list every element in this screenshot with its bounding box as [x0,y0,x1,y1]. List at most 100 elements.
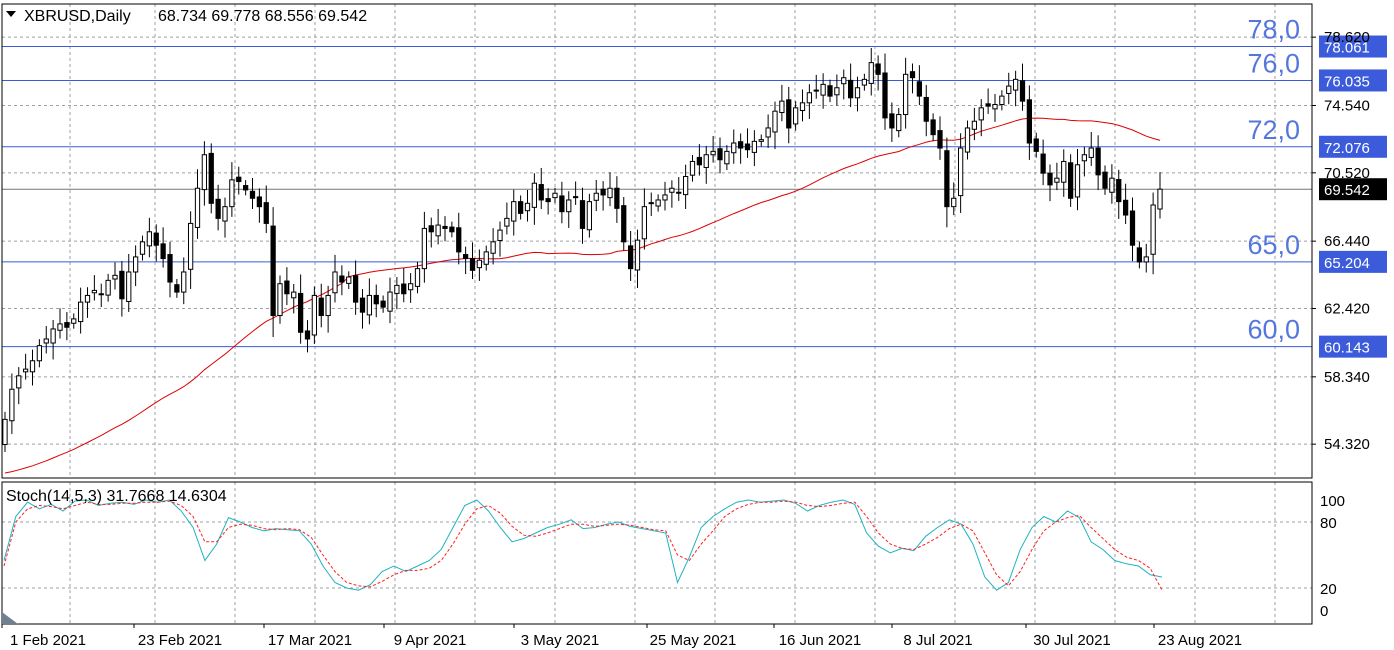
candle-body [765,127,771,138]
candle-body [181,271,187,293]
current-price-text: 69.542 [1324,182,1370,199]
level-price-text: 72.076 [1324,140,1370,157]
candle-body [545,198,551,203]
candle-body [621,205,627,243]
candle-body [971,120,978,130]
candle-body [22,368,29,373]
candle-body [428,225,434,233]
stoch-tick-label: 80 [1320,515,1337,532]
x-axis-label: 9 Apr 2021 [394,632,467,649]
candle-body [325,294,331,317]
candle-body [909,71,916,79]
candle-body [1109,177,1115,193]
x-axis-label: 25 May 2021 [650,632,737,649]
candle-body [311,294,318,336]
candle-body [1054,177,1060,183]
candle-body [43,338,49,344]
candle-body [476,259,483,269]
stoch-tick-label: 0 [1320,603,1328,620]
candle-body [1033,138,1039,152]
candle-body [1081,154,1088,162]
price-tick-label: 54.320 [1324,436,1370,453]
level-price-text: 78.061 [1324,40,1370,57]
level-price-tag [1319,135,1387,158]
candle-body [999,95,1005,105]
candle-body [208,152,214,204]
candle-body [497,229,503,241]
candle-body [352,275,359,303]
candle-body [1019,80,1026,102]
candle-body [112,274,118,280]
candle-body [847,79,854,99]
candle-body [304,330,311,340]
stoch-signal-line [3,500,1163,591]
candle-body [586,201,593,231]
level-price-tag [1319,335,1387,358]
candle-body [160,243,166,260]
level-label: 60,0 [1247,315,1300,345]
candle-body [579,200,586,229]
x-axis-label: 17 Mar 2021 [268,632,352,649]
candle-body [827,85,833,97]
x-axis-label: 23 Aug 2021 [1158,632,1242,649]
candle-body [442,225,448,229]
candle-body [380,300,386,308]
candle-body [717,148,723,161]
x-axis-label: 3 May 2021 [521,632,599,649]
candle-body [614,187,620,209]
candle-body [689,160,696,176]
candle-body [1143,256,1149,263]
candle-body [1074,164,1081,198]
candle-body [559,195,565,213]
candle-body [456,227,462,253]
candle-body [167,254,173,283]
candle-body [751,140,758,153]
candle-body [758,139,764,142]
candle-body [373,294,379,305]
candle-body [297,292,304,333]
candle-body [696,156,703,166]
candle-body [786,99,792,129]
candle-body [339,275,345,283]
candle-body [517,201,524,214]
candle-body [724,150,730,165]
candle-body [462,254,469,260]
candle-body [854,87,861,99]
price-tick-label: 58.340 [1324,369,1370,386]
price-tick-label: 62.420 [1324,300,1370,317]
candle-body [57,323,63,331]
grid-lines [2,4,1312,624]
x-axis-label: 1 Feb 2021 [10,632,86,649]
candle-body [394,284,400,294]
price-tick-label: 78.620 [1324,29,1370,46]
stoch-tick-label: 20 [1320,581,1337,598]
candle-body [126,271,132,302]
price-tick-label: 74.540 [1324,97,1370,114]
candle-body [600,188,606,196]
candle-body [153,232,159,246]
candle-body [284,280,290,295]
candle-body [318,297,324,317]
candle-body [1040,153,1046,174]
candle-body [1102,171,1108,189]
candle-body [346,276,352,284]
candle-body [187,222,194,270]
candle-body [359,297,366,313]
level-lines: 78,0 78.061 76,0 76.035 72,0 72.076 65,0 65.204… [2,15,1387,358]
x-axis-label: 16 Jun 2021 [779,632,862,649]
chart-header: XBRUSD,Daily 68.734 69.778 68.556 69.542 [6,8,367,25]
chart-menu-arrow-icon[interactable] [6,11,16,17]
candle-body [951,197,957,208]
candle-body [91,289,98,294]
candle-body [744,143,751,151]
candle-body [572,196,579,199]
candle-body [896,114,902,132]
moving-average-path [4,117,1161,474]
candle-body [332,271,338,294]
candle-body [868,62,874,84]
candle-body [401,283,407,295]
candle-body [291,291,297,299]
candle-body [201,154,208,191]
candle-body [799,102,806,112]
